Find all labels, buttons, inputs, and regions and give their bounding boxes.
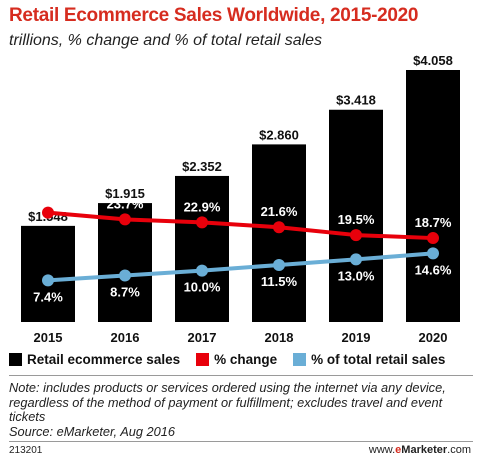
series-point-label: 21.6% — [261, 204, 298, 219]
chart-note: Note: includes products or services orde… — [9, 380, 475, 439]
bar-2020 — [406, 69, 460, 322]
series-point — [42, 274, 54, 287]
series-point — [273, 258, 285, 271]
series-point-label: 8.7% — [110, 284, 140, 299]
note-text: Note: includes products or services orde… — [9, 380, 446, 424]
legend-swatch-black — [9, 352, 22, 366]
bar-value-label: $2.352 — [182, 159, 222, 174]
series-point — [350, 229, 362, 242]
legend-item-ecommerce-sales: Retail ecommerce sales — [9, 352, 180, 367]
series-point — [119, 213, 131, 226]
legend-label: Retail ecommerce sales — [27, 351, 181, 367]
legend-swatch-red — [196, 352, 210, 366]
source-text: Source: eMarketer, Aug 2016 — [9, 423, 175, 439]
legend-item-percent-change: % change — [196, 352, 277, 367]
series-point-label: 22.9% — [184, 199, 221, 214]
brand-suffix: .com — [447, 444, 471, 456]
brand-link[interactable]: www.eMarketer.com — [369, 444, 471, 456]
legend-label: % of total retail sales — [311, 351, 446, 367]
x-tick-label: 2016 — [111, 330, 140, 345]
series-point-label: 10.0% — [184, 280, 221, 295]
series-line-percent-total — [47, 251, 434, 283]
bar-value-label: $4.058 — [413, 53, 453, 68]
bar-2019 — [329, 109, 383, 322]
series-point-label: 7.4% — [33, 289, 63, 304]
bar-value-label: $3.418 — [336, 93, 376, 108]
x-tick-label: 2017 — [188, 330, 217, 345]
series-point — [196, 216, 208, 229]
bar-value-label: $1.915 — [105, 186, 145, 201]
x-tick-label: 2015 — [34, 330, 63, 345]
chart-title: Retail Ecommerce Sales Worldwide, 2015-2… — [9, 5, 419, 26]
chart-plot: $1.548$1.915$2.352$2.860$3.418$4.058 25.… — [21, 53, 460, 345]
brand-name: Marketer — [401, 444, 448, 456]
bar-value-label: $2.860 — [259, 127, 299, 142]
series-point — [196, 264, 208, 277]
series-point — [427, 247, 439, 260]
series-line-percent-change — [47, 210, 434, 241]
chart-legend: Retail ecommerce sales % change % of tot… — [9, 350, 445, 368]
x-tick-label: 2020 — [419, 330, 448, 345]
series-point-label: 23.7% — [107, 196, 144, 211]
bar-2017 — [175, 175, 229, 322]
x-tick-label: 2019 — [342, 330, 371, 345]
series-point-label: 13.0% — [338, 268, 375, 283]
series-point — [427, 232, 439, 245]
legend-label: % change — [214, 351, 278, 367]
series-point-label: 11.5% — [261, 274, 298, 289]
series-point — [119, 269, 131, 282]
series-point-label: 25.5% — [30, 190, 67, 205]
bar-2015 — [21, 225, 75, 322]
brand-prefix: www. — [368, 444, 396, 456]
x-tick-label: 2018 — [265, 330, 294, 345]
series-point-label: 19.5% — [338, 212, 375, 227]
series-point — [42, 206, 54, 219]
legend-item-percent-total: % of total retail sales — [293, 352, 445, 367]
series-point — [273, 221, 285, 234]
series-point-label: 14.6% — [415, 262, 452, 277]
series-point — [350, 253, 362, 266]
chart-id: 213201 — [9, 445, 43, 456]
divider — [9, 441, 473, 442]
series-point-label: 18.7% — [415, 215, 452, 230]
chart-subtitle: trillions, % change and % of total retai… — [9, 32, 323, 49]
brand-e: e — [395, 444, 402, 456]
divider — [9, 375, 473, 376]
legend-swatch-blue — [293, 352, 307, 366]
